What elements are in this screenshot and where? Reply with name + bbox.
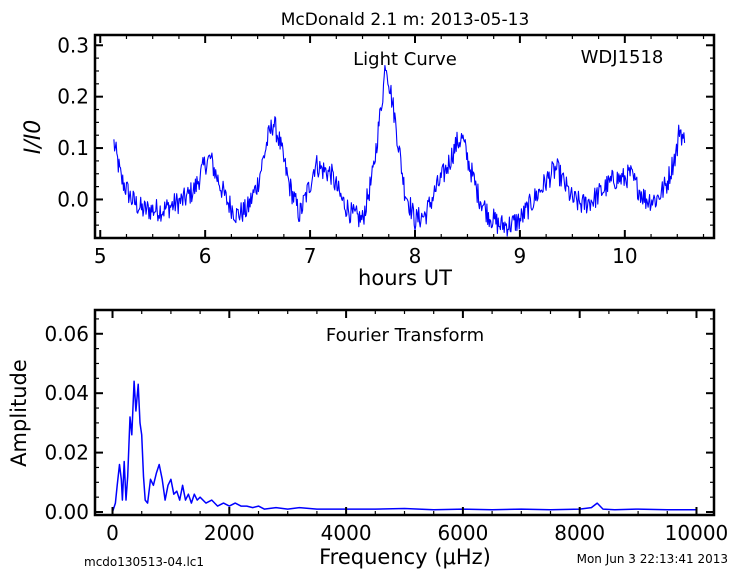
light-curve-y-tick-label: 0.2 [57, 85, 89, 109]
light-curve-y-tick-label: 0.0 [57, 187, 89, 211]
fourier-x-tick-label: 6000 [437, 521, 488, 545]
light-curve-y-label: I/I0 [21, 120, 46, 154]
light-curve-x-label: hours UT [358, 266, 452, 290]
light-curve-y-tick-label: 0.3 [57, 33, 89, 57]
light-curve-series-group [113, 64, 686, 237]
fourier-plot-area [111, 380, 697, 513]
footer-filename: mcdo130513-04.lc1 [84, 555, 204, 569]
light-curve-x-tick-label: 8 [409, 244, 422, 268]
light-curve-annotation: Light Curve [353, 49, 457, 70]
footer-timestamp: Mon Jun 3 22:13:41 2013 [577, 552, 728, 566]
fourier-y-tick-label: 0.02 [44, 441, 89, 465]
light-curve-ticks: 5 6 7 8 9 10 0.0 0.1 0.2 0.3 [57, 33, 714, 268]
fourier-y-tick-label: 0.00 [44, 500, 89, 524]
light-curve-x-tick-label: 5 [94, 244, 107, 268]
fourier-x-tick-label: 10000 [665, 521, 729, 545]
fourier-ticks: 0 2000 4000 6000 8000 10000 0.00 0.02 0.04 0.06 [44, 310, 728, 545]
fourier-panel: 0 2000 4000 6000 8000 10000 0.00 0.02 0.04 0.06 F… [7, 308, 728, 569]
fourier-y-tick-label: 0.06 [44, 322, 89, 346]
fourier-x-tick-label: 4000 [321, 521, 372, 545]
star-name-annotation: WDJ1518 [581, 47, 664, 68]
fourier-x-tick-label: 8000 [554, 521, 605, 545]
fourier-x-tick-label: 0 [106, 521, 119, 545]
fourier-annotation: Fourier Transform [326, 325, 484, 346]
fourier-x-label: Frequency (μHz) [319, 545, 491, 569]
fourier-x-tick-label: 2000 [204, 521, 255, 545]
light-curve-x-tick-label: 10 [612, 244, 637, 268]
light-curve-series-line [113, 64, 686, 237]
light-curve-x-tick-label: 6 [199, 244, 212, 268]
light-curve-panel: 5 6 7 8 9 100.00.10.20.3 Light Curve WDJ1518 … [21, 33, 716, 290]
light-curve-x-tick-label: 9 [514, 244, 527, 268]
fourier-series-line [111, 380, 697, 513]
figure-title: McDonald 2.1 m: 2013-05-13 [281, 10, 530, 30]
light-curve-y-tick-label: 0.1 [57, 136, 89, 160]
light-curve-axes-frame [93, 33, 716, 240]
light-curve-plot-area [113, 64, 686, 237]
fourier-y-tick-label: 0.04 [44, 381, 89, 405]
fourier-series-group [111, 380, 697, 513]
light-curve-x-tick-label: 7 [304, 244, 317, 268]
fourier-y-label: Amplitude [7, 359, 31, 467]
